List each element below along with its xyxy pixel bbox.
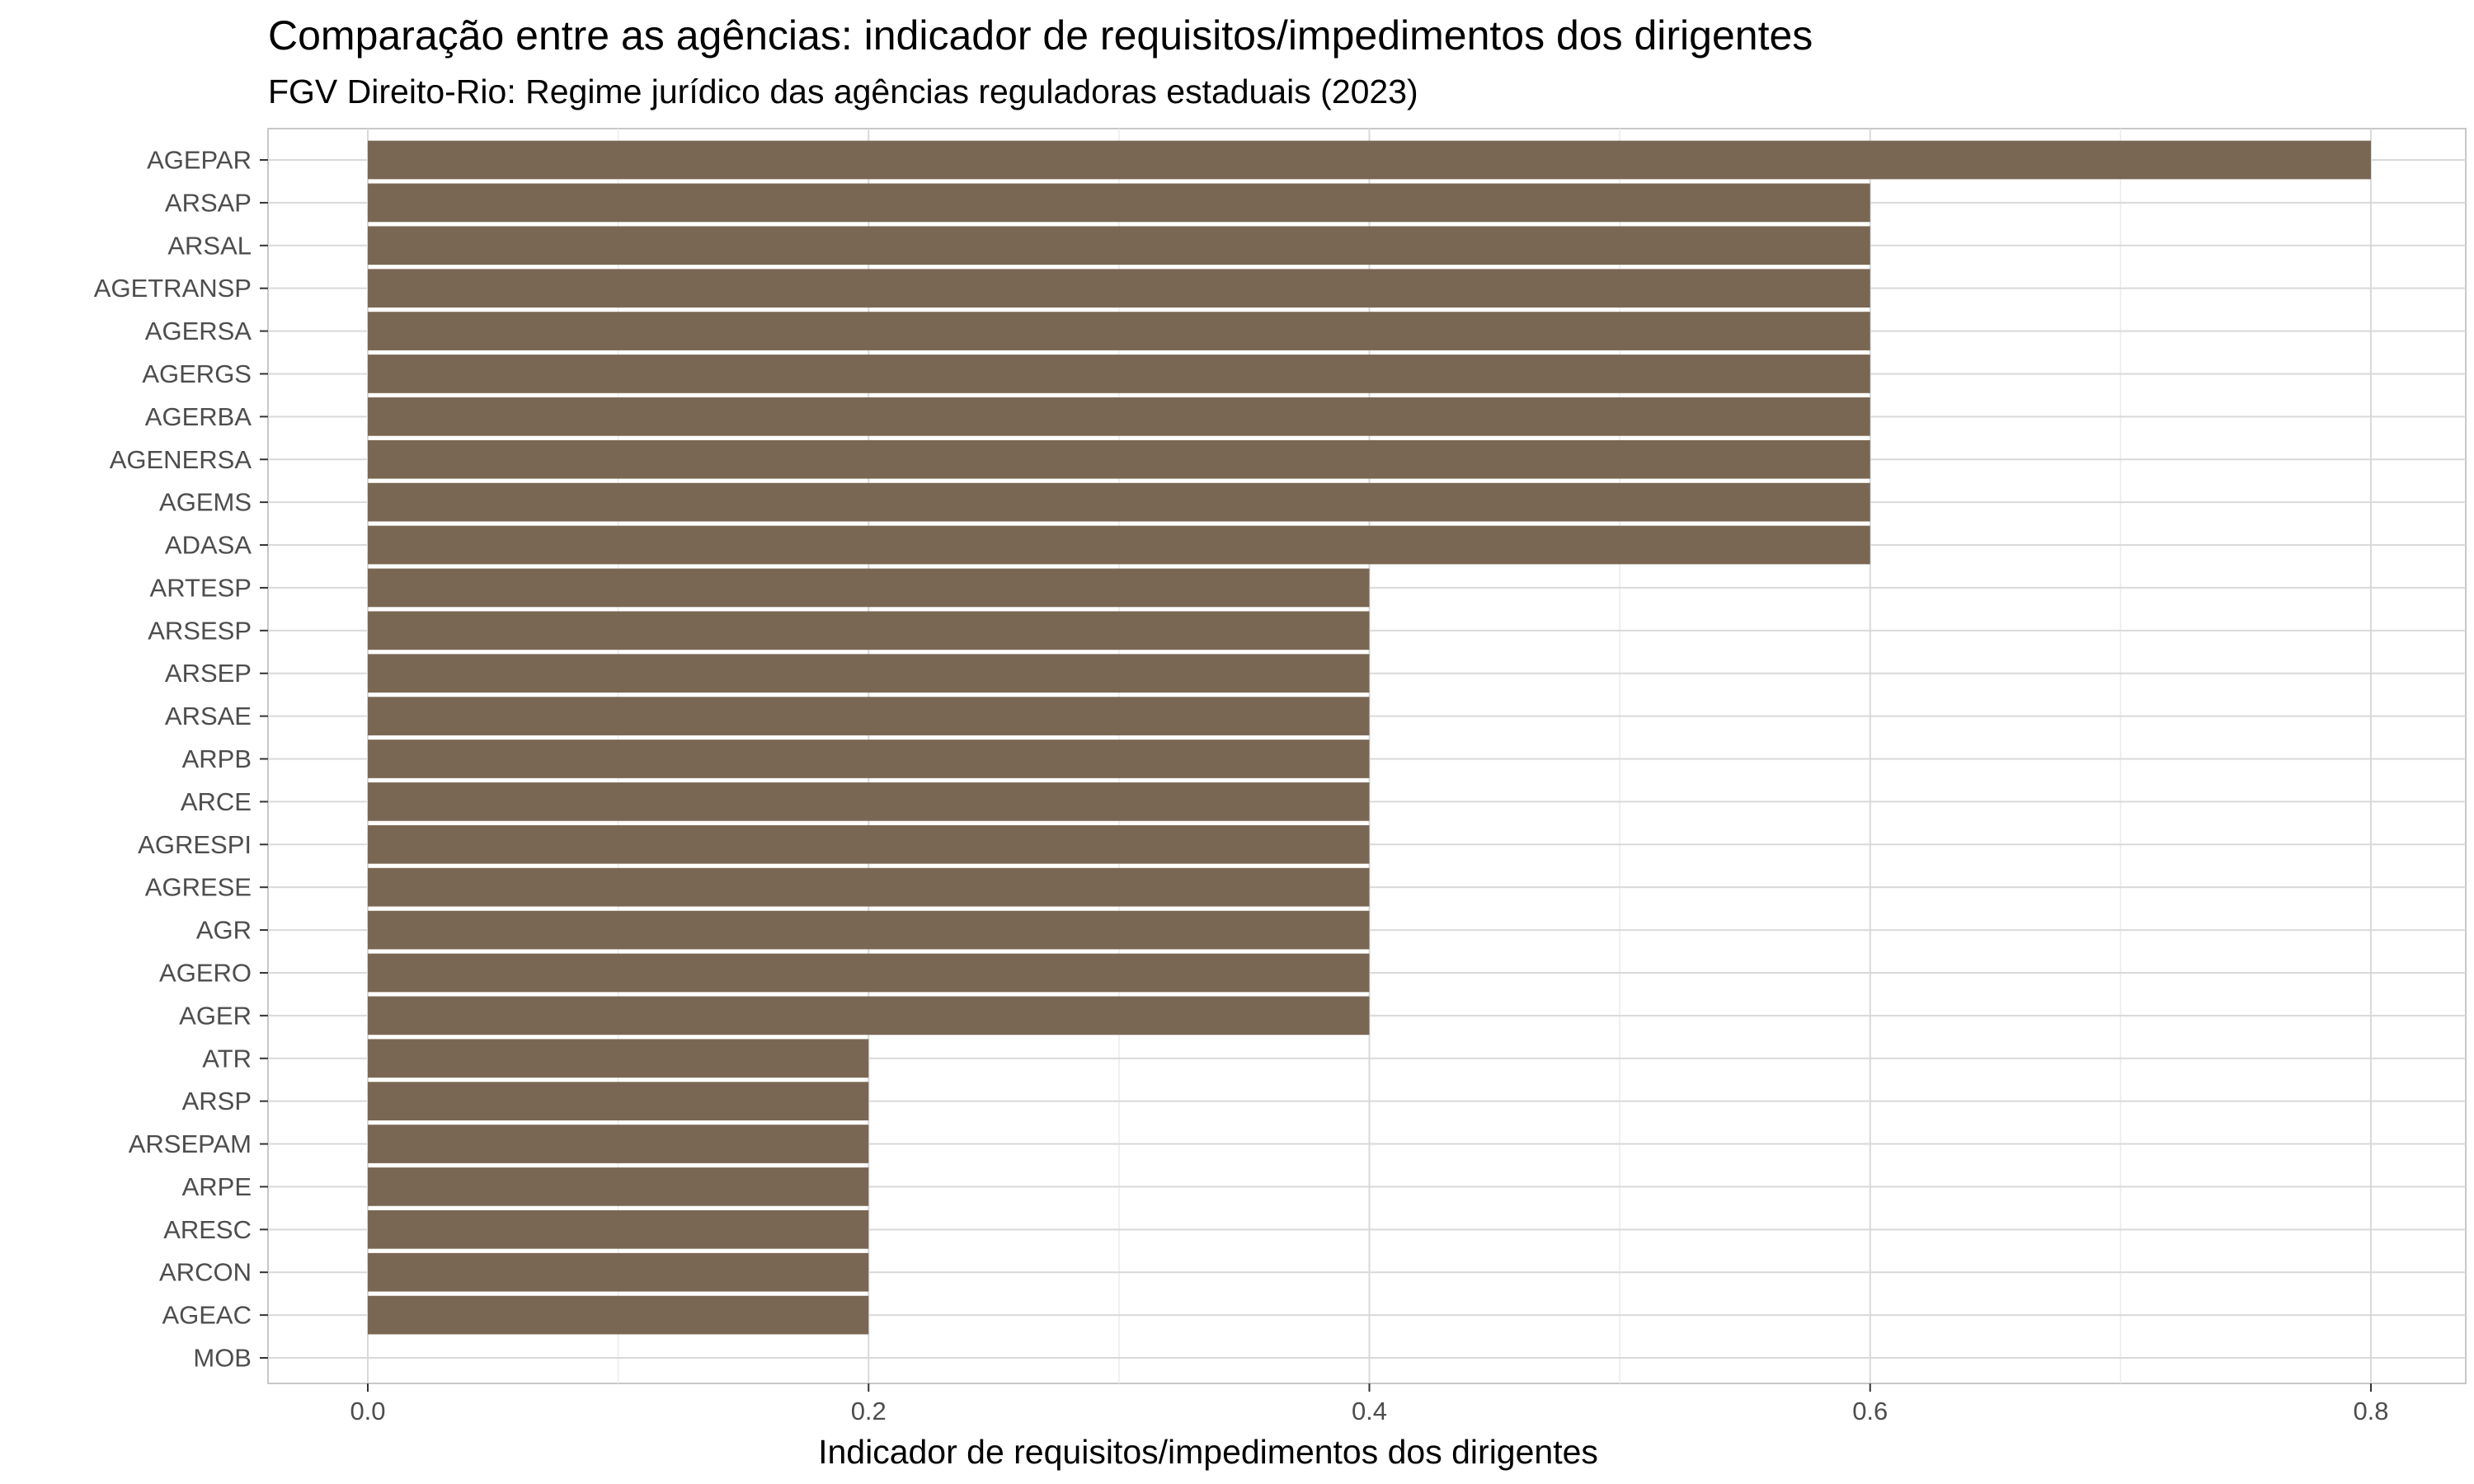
x-tick-label: 0.2 — [851, 1397, 887, 1425]
bar-agerba — [368, 397, 1870, 436]
bar-agr — [368, 910, 1370, 950]
y-tick-label: ARCON — [159, 1258, 252, 1287]
y-tick-label: AGERSA — [145, 317, 252, 345]
bar-ager — [368, 996, 1370, 1036]
y-tick-label: AGR — [196, 916, 252, 945]
y-tick-label: ARSESP — [148, 616, 252, 645]
y-tick-label: ARSP — [182, 1087, 252, 1115]
bar-ageac — [368, 1295, 869, 1335]
chart-subtitle: FGV Direito-Rio: Regime jurídico das agê… — [268, 73, 1418, 110]
y-tick-label: AGERGS — [142, 359, 252, 388]
x-tick-label: 0.4 — [1352, 1397, 1387, 1425]
bar-arce — [368, 782, 1370, 821]
bar-adasa — [368, 525, 1870, 565]
bar-agero — [368, 953, 1370, 993]
y-tick-label: ARSAE — [165, 702, 252, 730]
bar-arpe — [368, 1167, 869, 1206]
y-tick-label: AGRESE — [145, 873, 252, 902]
bar-agersa — [368, 312, 1870, 350]
y-tick-label: ARPE — [182, 1172, 252, 1201]
y-tick-label: AGENERSA — [110, 445, 252, 474]
y-tick-label: ATR — [202, 1044, 252, 1073]
y-tick-label: AGERBA — [145, 402, 252, 431]
bar-arpb — [368, 740, 1370, 778]
bar-arsepam — [368, 1125, 869, 1163]
y-tick-label: ARCE — [181, 787, 252, 816]
bar-arsep — [368, 654, 1370, 693]
y-tick-label: AGRESPI — [138, 830, 252, 859]
bar-agetransp — [368, 269, 1870, 308]
x-tick-label: 0.6 — [1852, 1397, 1888, 1425]
bar-arsap — [368, 183, 1870, 223]
bar-arcon — [368, 1252, 869, 1292]
bar-arsesp — [368, 611, 1370, 650]
bar-aresc — [368, 1209, 869, 1249]
y-tick-label: ADASA — [165, 531, 252, 560]
y-tick-label: AGERO — [159, 958, 252, 987]
y-tick-label: AGEPAR — [147, 146, 252, 175]
x-axis-title: Indicador de requisitos/impedimentos dos… — [818, 1433, 1598, 1471]
y-tick-label: AGER — [179, 1001, 252, 1030]
axis-layer: AGEPAR ARSAP ARSAL AGETRANSP AGERSA AGERGS AGE… — [94, 146, 2389, 1426]
y-tick-label: MOB — [193, 1344, 252, 1373]
bar-arsp — [368, 1082, 869, 1120]
bar-agrese — [368, 867, 1370, 907]
bar-agems — [368, 482, 1870, 522]
y-tick-label: ARSEPAM — [129, 1129, 252, 1158]
panel-border — [267, 128, 2467, 1384]
y-tick-label: ARESC — [163, 1215, 252, 1244]
bar-artesp — [368, 568, 1370, 608]
y-tick-label: AGETRANSP — [94, 274, 252, 303]
bar-arsae — [368, 697, 1370, 735]
y-tick-label: ARSEP — [165, 659, 252, 688]
y-tick-label: ARSAL — [167, 231, 252, 260]
y-tick-label: ARTESP — [150, 573, 252, 602]
bar-arsal — [368, 226, 1870, 265]
y-tick-label: ARSAP — [165, 188, 252, 217]
y-tick-label: ARPB — [182, 744, 252, 773]
chart-title: Comparação entre as agências: indicador … — [268, 12, 1813, 59]
x-tick-label: 0.0 — [350, 1397, 385, 1425]
bar-layer — [368, 140, 2371, 1335]
y-tick-label: AGEMS — [159, 488, 252, 517]
y-tick-label: AGEAC — [162, 1301, 252, 1330]
bar-agrespi — [368, 824, 1370, 864]
bar-atr — [368, 1039, 869, 1078]
bar-agergs — [368, 355, 1870, 393]
x-tick-label: 0.8 — [2353, 1397, 2388, 1425]
bar-agepar — [368, 140, 2371, 180]
bar-agenersa — [368, 439, 1870, 479]
